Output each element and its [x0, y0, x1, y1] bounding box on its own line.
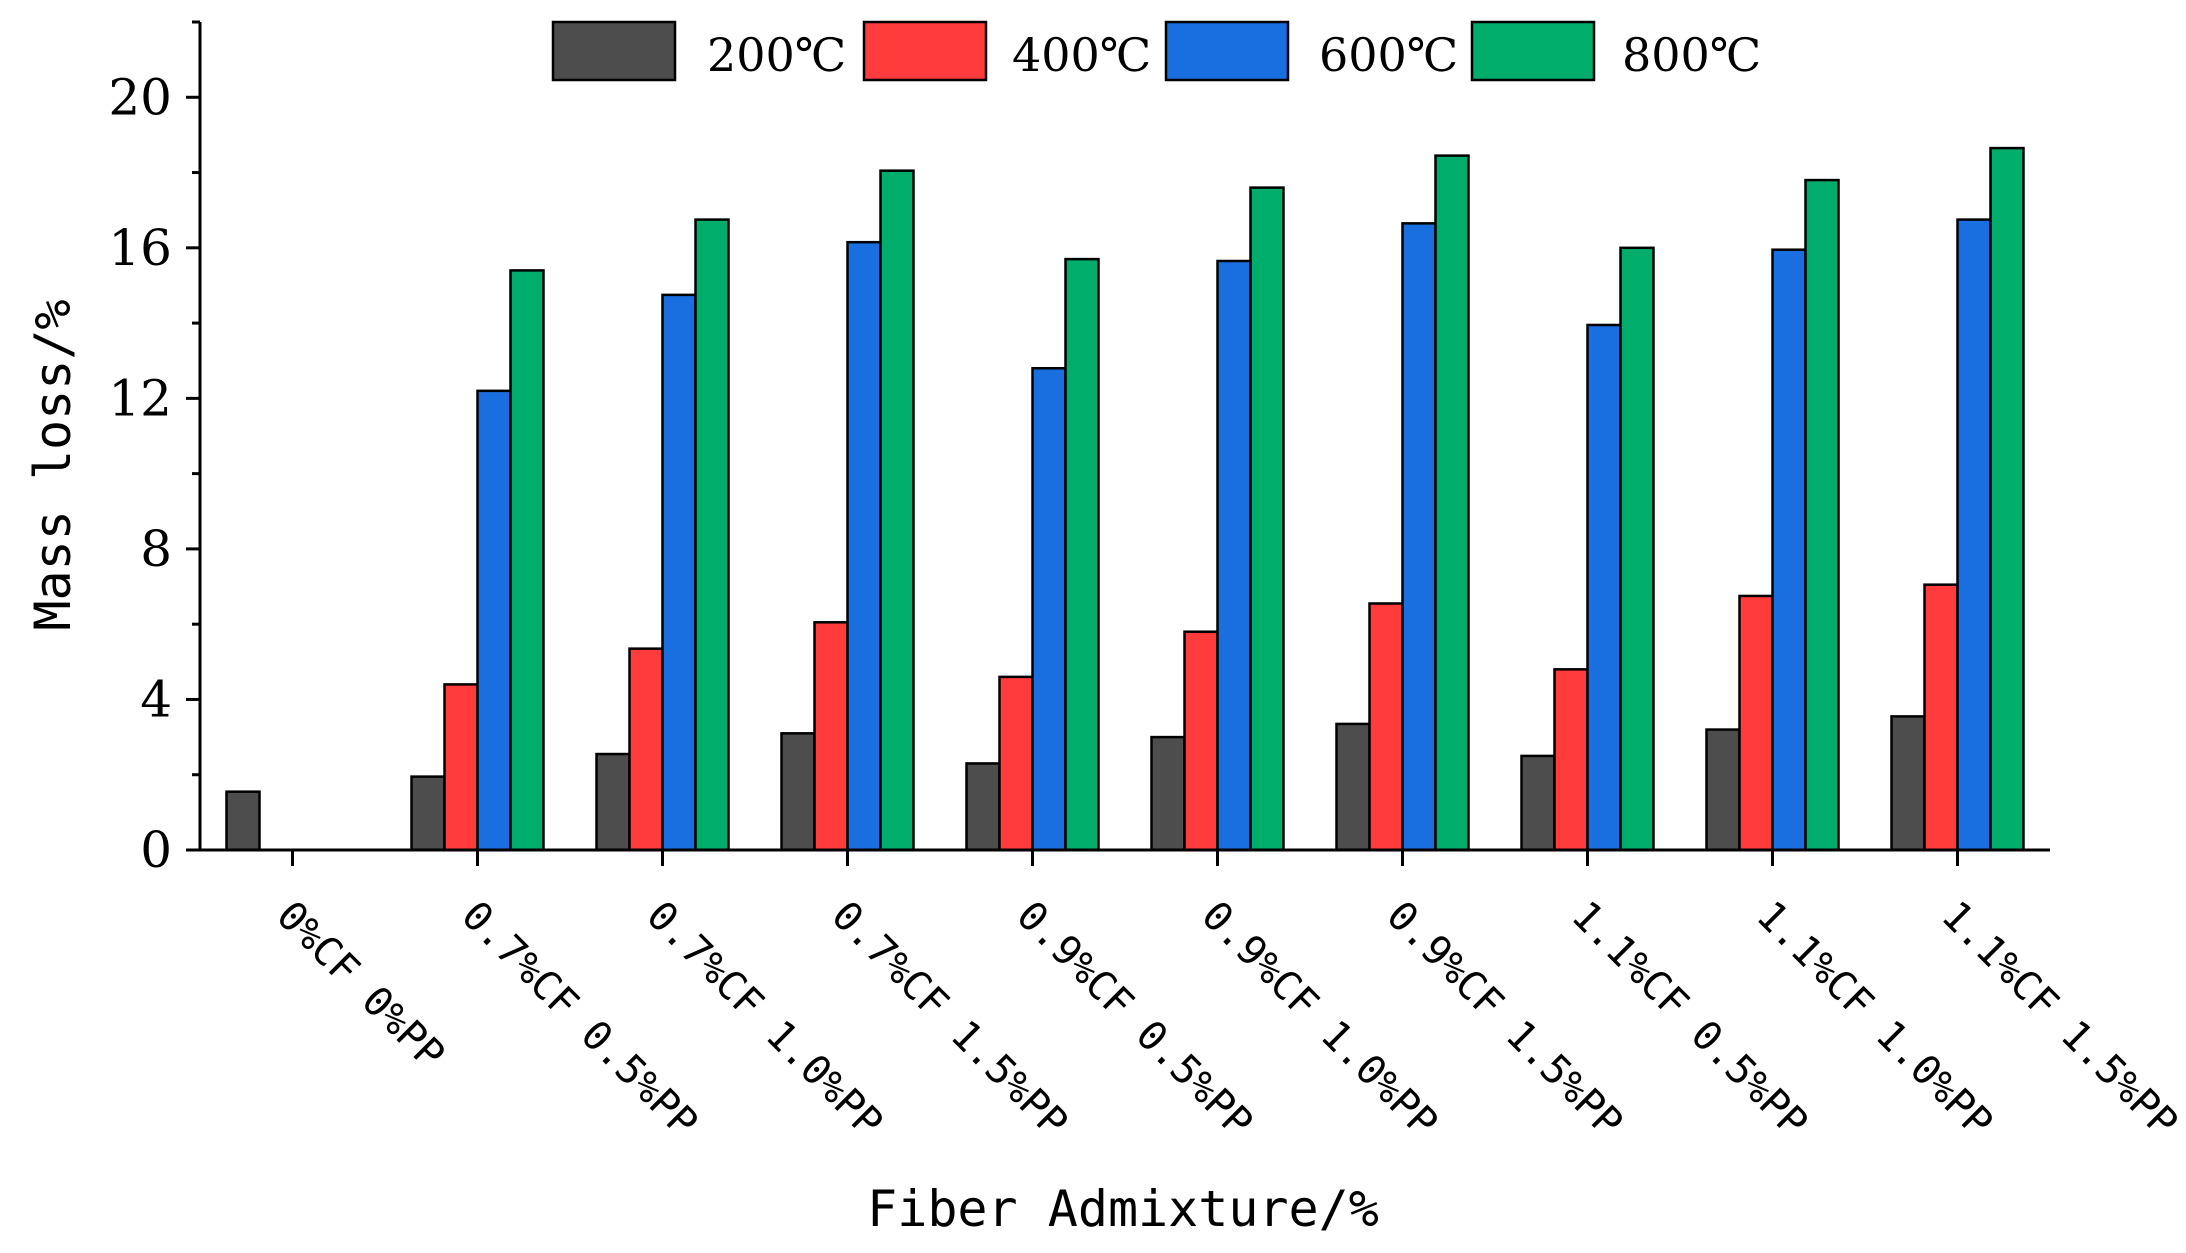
bar-400C-3: [628, 647, 664, 852]
bar-200C-8: [1520, 754, 1556, 852]
legend-label: 600℃: [1319, 28, 1458, 82]
y-tick-label: 0: [140, 821, 172, 879]
legend-label: 800℃: [1622, 28, 1761, 82]
y-axis-title: Mass loss/%: [24, 299, 82, 630]
bar-200C-7: [1335, 722, 1371, 852]
bar-400C-4: [813, 621, 849, 852]
x-tick-labels: 0%CF 0%PP 0.7%CF 0.5%PP0.7%CF 1.0%PP0.7%C…: [267, 893, 2186, 1147]
bar-600C-4: [846, 240, 882, 852]
bar-400C-2: [443, 683, 479, 852]
y-tick-label: 4: [140, 670, 172, 728]
bar-800C-2: [509, 269, 545, 852]
bar-200C-3: [595, 752, 631, 852]
bar-400C-10: [1923, 583, 1959, 852]
bar-400C-6: [1183, 630, 1219, 852]
bar-800C-3: [694, 218, 730, 852]
bar-400C-5: [998, 675, 1034, 852]
bar-800C-8: [1619, 246, 1655, 852]
bar-200C-9: [1705, 728, 1741, 852]
bar-200C-1: [225, 790, 261, 852]
legend-swatch: [862, 20, 988, 82]
bar-400C-9: [1738, 594, 1774, 852]
y-tick-label: 16: [108, 219, 172, 277]
bar-800C-10: [1989, 146, 2025, 852]
bar-600C-6: [1216, 259, 1252, 852]
y-tick-label: 8: [140, 520, 172, 578]
legend-label: 200℃: [707, 28, 846, 82]
x-axis-title: Fiber Admixture/%: [867, 1180, 1379, 1238]
bar-600C-5: [1031, 367, 1067, 852]
bar-200C-10: [1890, 715, 1926, 852]
legend-swatch: [1164, 20, 1290, 82]
axes: 0 4 8 12 16 20: [108, 20, 2050, 879]
bar-400C-8: [1553, 668, 1589, 852]
bar-400C-7: [1368, 602, 1404, 852]
x-tick-label: 0%CF 0%PP: [267, 893, 453, 1079]
bar-800C-9: [1804, 178, 1840, 852]
bar-200C-4: [780, 732, 816, 852]
legend: 200℃ 400℃ 600℃ 800℃: [551, 20, 1761, 82]
bar-800C-6: [1249, 186, 1285, 852]
bar-600C-8: [1586, 323, 1622, 852]
bar-800C-7: [1434, 154, 1470, 852]
legend-label: 400℃: [1012, 28, 1151, 82]
bars: [225, 146, 2025, 852]
bar-600C-3: [661, 293, 697, 852]
bar-800C-4: [879, 169, 915, 852]
bar-200C-6: [1150, 735, 1186, 852]
bar-800C-5: [1064, 257, 1100, 852]
legend-swatch: [1470, 20, 1596, 82]
legend-swatch: [551, 20, 677, 82]
bar-600C-9: [1771, 248, 1807, 852]
bar-600C-7: [1401, 222, 1437, 852]
bar-200C-5: [965, 762, 1001, 852]
y-tick-label: 12: [108, 369, 172, 427]
bar-600C-10: [1956, 218, 1992, 852]
bar-200C-2: [410, 775, 446, 852]
bar-600C-2: [476, 389, 512, 852]
y-tick-label: 20: [108, 68, 172, 126]
